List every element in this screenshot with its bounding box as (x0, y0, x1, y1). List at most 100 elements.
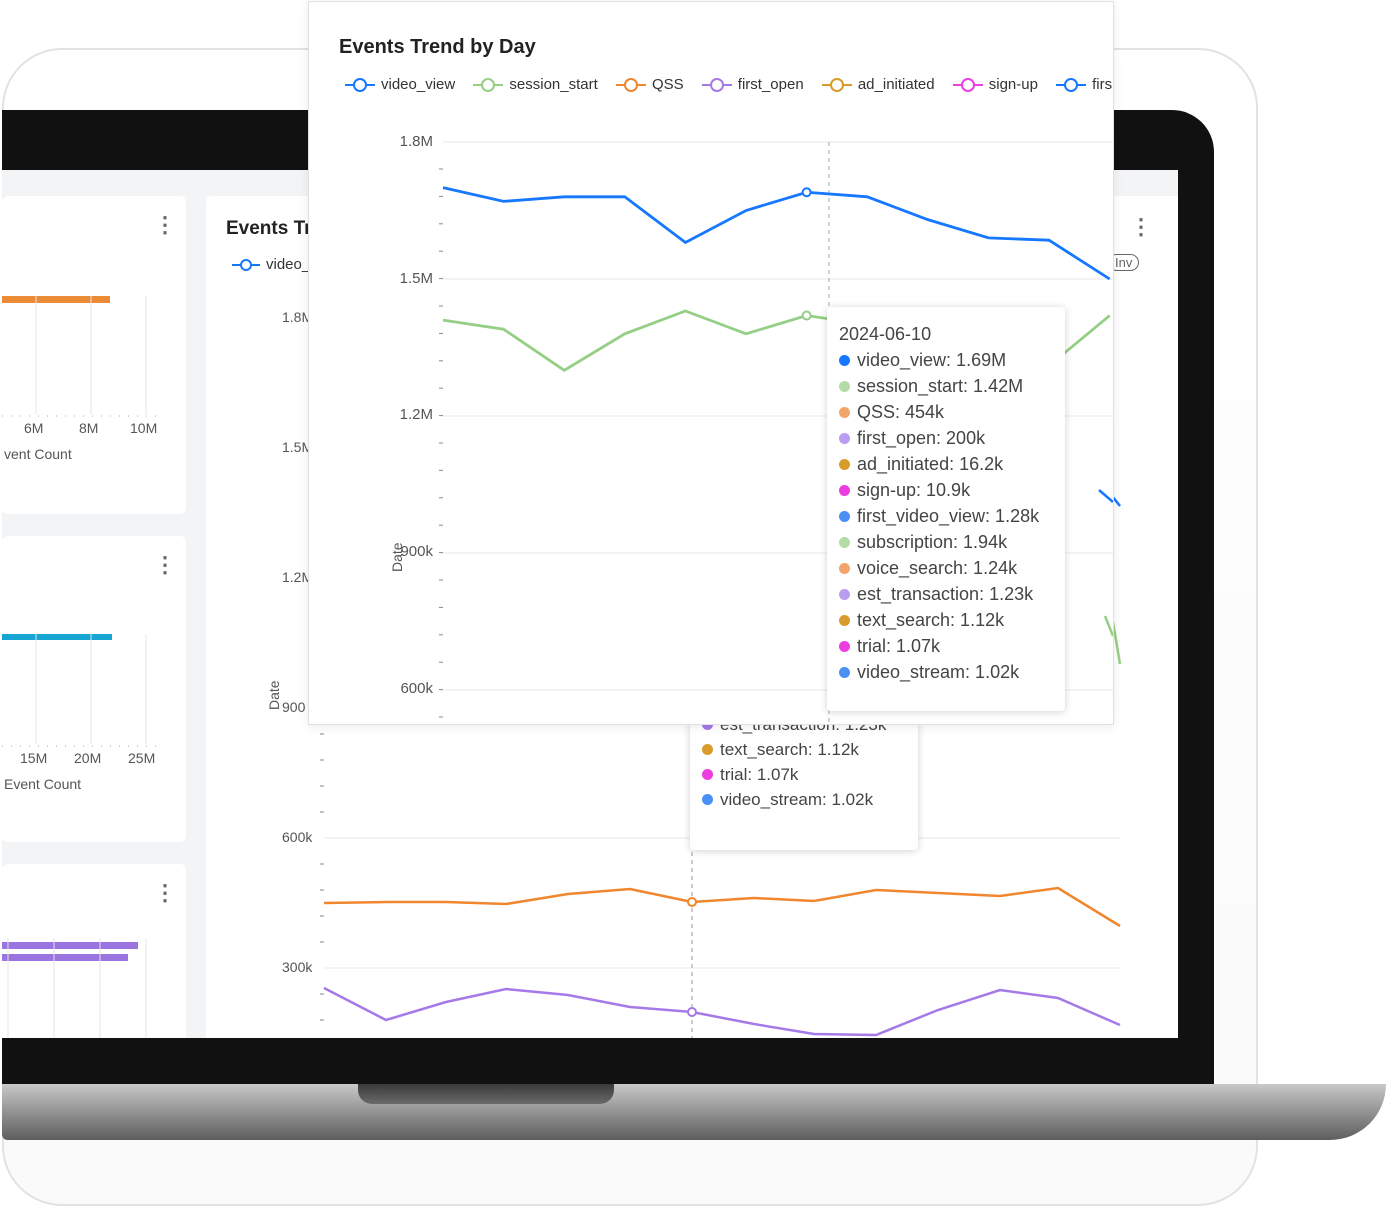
legend-item[interactable]: ad_initiated (821, 76, 935, 93)
left-card-3: ⋮ (2, 864, 186, 1038)
chart-title: Events Tr (226, 218, 312, 239)
y-tick: 1.8M (282, 309, 314, 325)
events-trend-popup: Events Trend by Day video_view session_s… (308, 1, 1114, 725)
highlight-point (801, 310, 812, 321)
tooltip-row: trial: 1.07k (702, 762, 918, 787)
series-dot-icon (839, 458, 850, 470)
chart-legend: video_view session_start QSS first_open … (345, 76, 1113, 96)
legend-item[interactable]: QSS (615, 76, 684, 93)
laptop-notch (358, 1084, 614, 1104)
x-axis-title: Event Count (4, 776, 82, 792)
series-dot-icon (702, 769, 713, 780)
legend-item[interactable]: firs (1056, 76, 1112, 93)
tooltip-label: video_stream: 1.02k (857, 662, 1020, 682)
tooltip-label: video_view: 1.69M (857, 350, 1007, 370)
y-tick: 300k (282, 959, 313, 975)
tooltip: 2024-06-10 video_view: 1.69M session_star… (827, 307, 1065, 711)
x-axis-title: vent Count (4, 446, 72, 462)
legend-item[interactable]: first_open (701, 76, 804, 93)
tooltip-row: ad_initiated: 16.2k (839, 451, 1065, 477)
legend-marker-icon (952, 77, 983, 92)
tooltip-label: video_stream: 1.02k (720, 790, 874, 809)
y-tick: 1.5M (282, 439, 314, 455)
legend-item[interactable]: video_ (232, 256, 310, 273)
more-options-icon[interactable]: ⋮ (154, 212, 176, 237)
y-tick: 900k (400, 543, 433, 560)
tooltip-label: sign-up: 10.9k (857, 480, 971, 500)
grid (2, 634, 162, 747)
grid (2, 296, 162, 417)
tooltip-label: voice_search: 1.24k (857, 558, 1018, 578)
legend-marker-icon (232, 258, 260, 271)
highlight-point (801, 187, 812, 198)
legend-marker-icon (345, 77, 375, 92)
tooltip-row: session_start: 1.42M (839, 373, 1065, 399)
tooltip-label: session_start: 1.42M (857, 376, 1024, 396)
legend-label: QSS (651, 76, 684, 93)
tooltip-label: trial: 1.07k (857, 636, 941, 656)
laptop-base (2, 1084, 1386, 1140)
left-card-1: ⋮ 6M 8M 10M vent Count (2, 196, 186, 514)
series-line-subscription-fragment (1103, 615, 1113, 637)
tooltip-label: text_search: 1.12k (857, 610, 1005, 630)
y-tick: 1.5M (399, 270, 433, 287)
legend-label: video_ (266, 256, 311, 273)
x-tick: 15M (20, 750, 48, 766)
legend-label: video_view (381, 76, 456, 93)
tooltip-rows: video_view: 1.69M session_start: 1.42M QSS… (839, 347, 1065, 685)
tooltip-row: text_search: 1.12k (839, 607, 1065, 633)
tooltip-label: first_open: 200k (857, 428, 986, 448)
legend-marker-icon (615, 77, 646, 92)
tooltip-label: ad_initiated: 16.2k (857, 454, 1004, 474)
series-dot-icon (839, 484, 850, 496)
y-tick: 1.2M (282, 569, 314, 585)
legend-item[interactable]: video_view (345, 76, 455, 93)
tooltip-row: est_transaction: 1.23k (839, 581, 1065, 607)
tooltip-label: QSS: 454k (857, 402, 945, 422)
y-tick: 600k (400, 680, 433, 697)
chart-title: Events Trend by Day (339, 36, 536, 58)
series-line-video-view (442, 186, 1111, 281)
tooltip-row: trial: 1.07k (839, 633, 1065, 659)
tooltip-label: trial: 1.07k (720, 765, 799, 784)
y-tick: 600k (282, 829, 313, 845)
tooltip-label: text_search: 1.12k (720, 740, 859, 759)
series-dot-icon (839, 614, 850, 626)
legend-marker-icon (473, 77, 504, 92)
series-line-first-video-view-fragment (1098, 489, 1113, 503)
y-tick: 1.8M (399, 133, 433, 150)
legend-label: ad_initiated (857, 76, 935, 93)
legend-label: session_start (509, 76, 598, 93)
tooltip-row: voice_search: 1.24k (839, 555, 1065, 581)
bar (2, 296, 110, 303)
legend-item[interactable]: sign-up (952, 76, 1038, 93)
bar (2, 954, 128, 961)
tooltip-row: QSS: 454k (839, 399, 1065, 425)
grid (7, 938, 147, 1038)
more-options-icon[interactable]: ⋮ (154, 552, 176, 577)
x-tick: 25M (128, 750, 156, 766)
series-dot-icon (839, 562, 850, 574)
tooltip-row: video_stream: 1.02k (839, 659, 1065, 685)
series-dot-icon (702, 794, 713, 805)
series-dot-icon (839, 640, 850, 652)
x-tick: 10M (130, 420, 158, 436)
tooltip-date: 2024-06-10 (839, 324, 932, 344)
legend-marker-icon (1056, 77, 1087, 92)
tooltip-label: first_video_view: 1.28k (857, 506, 1040, 526)
legend-item[interactable]: session_start (473, 76, 598, 93)
x-tick: 20M (74, 750, 102, 766)
legend-label: firs (1092, 76, 1113, 93)
legend-label: first_open (737, 76, 804, 93)
series-dot-icon (839, 510, 850, 522)
legend-label: sign-up (988, 76, 1038, 93)
tooltip-row: video_view: 1.69M (839, 347, 1065, 373)
tooltip-row: subscription: 1.94k (839, 529, 1065, 555)
y-tick: 900 (282, 699, 306, 715)
x-tick: 8M (79, 420, 99, 436)
tooltip-row: first_open: 200k (839, 425, 1065, 451)
series-dot-icon (702, 744, 713, 755)
tooltip-row: sign-up: 10.9k (839, 477, 1065, 503)
tooltip-row: video_stream: 1.02k (702, 787, 918, 812)
more-options-icon[interactable]: ⋮ (154, 880, 176, 905)
